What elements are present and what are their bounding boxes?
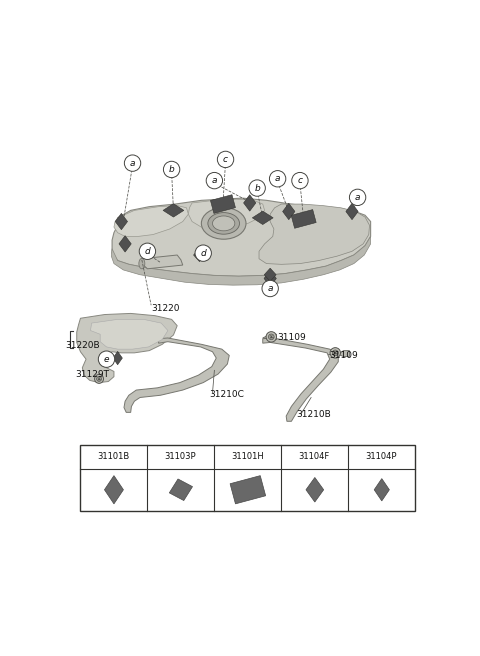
Circle shape <box>163 161 180 178</box>
Ellipse shape <box>213 216 235 231</box>
Polygon shape <box>346 203 358 220</box>
Polygon shape <box>264 268 276 281</box>
Polygon shape <box>188 199 264 229</box>
Polygon shape <box>243 195 256 211</box>
Circle shape <box>216 450 229 464</box>
Polygon shape <box>119 236 131 252</box>
Circle shape <box>249 180 265 196</box>
Circle shape <box>195 245 211 261</box>
Circle shape <box>206 173 223 189</box>
Circle shape <box>96 377 101 381</box>
Text: 31101B: 31101B <box>97 453 130 461</box>
Circle shape <box>139 243 156 260</box>
Polygon shape <box>105 476 123 504</box>
Circle shape <box>124 155 141 171</box>
Text: a: a <box>86 453 91 461</box>
Text: d: d <box>200 249 206 258</box>
Polygon shape <box>263 338 338 421</box>
Polygon shape <box>259 204 370 264</box>
Circle shape <box>349 450 363 464</box>
Text: 31101H: 31101H <box>231 453 264 461</box>
Text: 31109: 31109 <box>330 351 359 360</box>
Circle shape <box>269 171 286 187</box>
Polygon shape <box>263 335 276 339</box>
Circle shape <box>95 375 104 383</box>
Polygon shape <box>210 195 236 213</box>
Text: 31109: 31109 <box>277 333 306 342</box>
Polygon shape <box>306 478 324 502</box>
Text: b: b <box>254 184 260 193</box>
Polygon shape <box>283 203 295 220</box>
Text: 31210C: 31210C <box>209 390 244 399</box>
Ellipse shape <box>139 258 145 269</box>
Text: a: a <box>267 284 273 293</box>
Text: a: a <box>275 174 280 183</box>
Polygon shape <box>113 352 122 365</box>
Polygon shape <box>163 203 184 217</box>
Ellipse shape <box>202 207 246 239</box>
Text: 31103P: 31103P <box>164 453 196 461</box>
Circle shape <box>98 351 115 367</box>
Text: e: e <box>104 355 109 363</box>
Polygon shape <box>291 209 316 228</box>
Circle shape <box>349 189 366 205</box>
Text: b: b <box>153 453 158 461</box>
Polygon shape <box>374 479 389 501</box>
Circle shape <box>149 450 162 464</box>
Ellipse shape <box>208 213 240 234</box>
Text: d: d <box>144 247 150 256</box>
Polygon shape <box>142 255 183 269</box>
Text: e: e <box>354 453 359 461</box>
Polygon shape <box>230 476 265 504</box>
Text: 31220B: 31220B <box>66 341 100 350</box>
Polygon shape <box>111 236 371 285</box>
Circle shape <box>82 450 95 464</box>
Polygon shape <box>124 338 229 413</box>
Polygon shape <box>193 249 205 262</box>
Text: 31129T: 31129T <box>75 369 109 379</box>
Text: d: d <box>287 453 292 461</box>
Polygon shape <box>115 213 128 230</box>
Polygon shape <box>91 319 168 349</box>
Circle shape <box>268 334 274 340</box>
Text: c: c <box>223 155 228 164</box>
Text: 31104P: 31104P <box>365 453 397 461</box>
Circle shape <box>330 348 340 358</box>
Text: c: c <box>220 453 225 461</box>
Text: c: c <box>298 176 302 185</box>
Circle shape <box>333 350 338 356</box>
Polygon shape <box>112 198 371 276</box>
Polygon shape <box>338 350 349 357</box>
Circle shape <box>266 332 276 342</box>
Polygon shape <box>81 445 415 510</box>
Circle shape <box>292 173 308 189</box>
Text: a: a <box>355 193 360 202</box>
Polygon shape <box>252 211 273 224</box>
Polygon shape <box>169 479 192 501</box>
Circle shape <box>217 152 234 167</box>
Circle shape <box>262 280 278 297</box>
Text: b: b <box>169 165 174 174</box>
Polygon shape <box>114 205 188 236</box>
Circle shape <box>283 450 296 464</box>
Polygon shape <box>264 270 276 287</box>
Text: 31104F: 31104F <box>298 453 330 461</box>
Polygon shape <box>77 314 177 382</box>
Text: 31220: 31220 <box>151 304 180 314</box>
Text: a: a <box>212 176 217 185</box>
Text: 31210B: 31210B <box>296 411 331 419</box>
Text: a: a <box>130 159 135 168</box>
